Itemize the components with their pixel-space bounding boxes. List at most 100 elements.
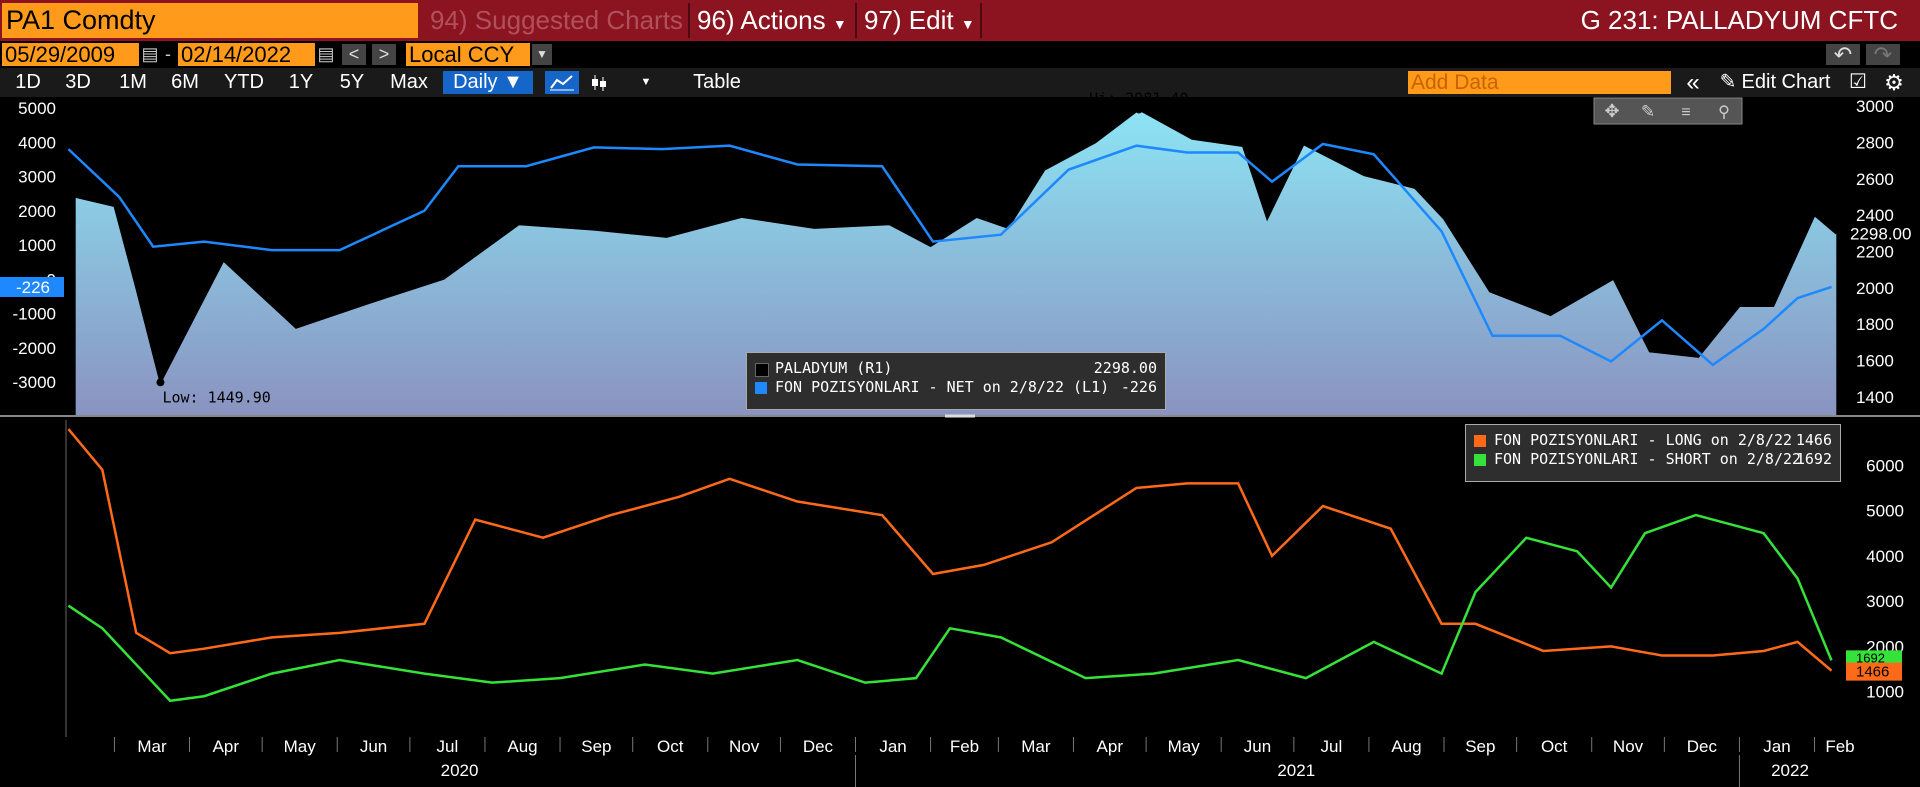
legend-swatch [755,382,767,394]
price-area [75,109,1837,415]
legend-row-short: FON POZISYONLARI - SHORT on 2/8/22 1692 [1466,450,1840,469]
undo-icon[interactable]: ↶ [1826,44,1860,66]
period-max-button[interactable]: Max [390,71,428,93]
month-label: Oct [657,737,684,756]
actions-menu[interactable]: 96) Actions ▼ [697,3,847,38]
month-label: Dec [803,737,834,756]
dropdown-icon[interactable]: ▼ [640,76,652,88]
right-tick-label: 1400 [1856,388,1894,407]
period-3d-button[interactable]: 3D [65,71,91,93]
chart-tools-bg [1593,97,1743,125]
left-tick-label: 3000 [18,168,56,187]
dropdown-icon: ▼ [503,71,523,93]
month-label: Jan [879,737,906,756]
top-toolbar: PA1 Comdty 94) Suggested Charts 96) Acti… [0,0,1920,41]
long-value-badge [1846,662,1902,681]
right-tick-label: 3000 [1856,97,1894,116]
chevron-double-left-icon[interactable]: « [1686,69,1700,96]
left-tick-label: 4000 [18,133,56,152]
edit-label: 97) Edit [864,5,954,35]
pencil-icon: ✎ [1719,71,1737,93]
start-date-field[interactable]: 05/29/2009 [2,43,139,66]
right-tick-label: 2200 [1856,242,1894,261]
dropdown-icon[interactable]: ▼ [532,44,552,65]
high-marker [1134,105,1143,114]
period-1y-button[interactable]: 1Y [288,71,314,93]
upper-legend[interactable]: PALADYUM (R1) 2298.00 FON POZISYONLARI -… [746,352,1166,410]
low-annotation: Low: 1449.90 [162,388,270,406]
suggested-charts-menu[interactable]: 94) Suggested Charts [430,5,683,35]
end-date-field[interactable]: 02/14/2022 [178,43,315,66]
calendar-icon[interactable]: ▤ [317,44,335,65]
arrow-left-icon[interactable]: < [342,44,366,65]
legend-label: FON POZISYONLARI - SHORT on 2/8/22 [1494,450,1802,468]
short-badge-label: 1692 [1856,650,1885,665]
frequency-select[interactable]: Daily ▼ [443,71,533,94]
edit-menu[interactable]: 97) Edit ▼ [864,3,975,38]
currency-select[interactable]: Local CCY [406,43,530,66]
edit-check-icon[interactable]: ☑ [1849,71,1867,93]
edit-chart-button[interactable]: Edit Chart [1741,71,1831,93]
left-tick-label: 1000 [18,236,56,255]
month-label: Jul [1321,737,1343,756]
menu-divider [855,3,857,38]
month-label: Nov [729,737,760,756]
left-tick-label: -2000 [13,339,56,358]
arrow-right-icon[interactable]: > [372,44,396,65]
candle-chart-icon[interactable] [585,71,613,94]
legend-swatch [1474,454,1486,466]
period-5y-button[interactable]: 5Y [339,71,365,93]
month-label: Apr [213,737,240,756]
gear-icon[interactable]: ⚙ [1884,70,1904,95]
crosshair-icon[interactable]: ✥ [1604,101,1619,121]
annotate-icon[interactable]: ✎ [1641,102,1655,121]
month-label: Nov [1613,737,1644,756]
legend-label: PALADYUM (R1) [775,359,893,377]
lower-tick-label: 4000 [1866,547,1904,566]
low-marker [156,378,165,387]
lower-legend[interactable]: FON POZISYONLARI - LONG on 2/8/22 1466 F… [1465,424,1841,482]
lower-tick-label: 1000 [1866,683,1904,702]
period-ytd-button[interactable]: YTD [224,71,264,93]
year-label: 2022 [1771,761,1809,780]
left-axis-strip [0,97,66,415]
left-tick-label: 5000 [18,99,56,118]
period-1m-button[interactable]: 1M [119,71,147,93]
line-chart-icon[interactable] [545,71,579,94]
calendar-icon[interactable]: ▤ [141,44,159,65]
menu-divider [980,3,982,38]
dropdown-icon: ▼ [832,16,847,32]
period-toolbar: 1D 3D 1M 6M YTD 1Y 5Y Max Daily ▼ ▼ Tabl… [0,68,1920,97]
x-axis: Mar Apr May Jun Jul Aug Sep Oct Nov Dec Jan Feb Mar A… [0,737,1920,787]
year-label: 2021 [1277,761,1315,780]
notes-icon[interactable]: ≡ [1681,104,1690,121]
redo-icon[interactable]: ↷ [1866,44,1900,66]
month-label: May [1168,737,1201,756]
add-data-input[interactable]: Add Data [1408,71,1671,94]
long-badge-label: 1466 [1856,664,1889,681]
right-tick-label: 2600 [1856,170,1894,189]
frequency-label: Daily [453,71,498,93]
month-label: Sep [1465,737,1495,756]
month-label: Jan [1763,737,1790,756]
net-value-badge [0,276,64,297]
net-badge-label: -226 [16,278,50,297]
chart-tools: ✥ ✎ ≡ ⚲ [1593,97,1743,125]
ticker-field[interactable]: PA1 Comdty [2,3,418,38]
page-title: G 231: PALLADYUM CFTC [1580,5,1898,35]
right-tick-label: 2800 [1856,133,1894,152]
short-value-badge [1846,650,1902,665]
high-annotation: Hi: 2981.40 [1089,89,1188,107]
month-label: Sep [581,737,611,756]
left-tick-label: -3000 [13,373,56,392]
legend-value: 1692 [1795,450,1832,468]
legend-row-long: FON POZISYONLARI - LONG on 2/8/22 1466 [1466,431,1840,450]
table-button[interactable]: Table [693,71,741,93]
period-6m-button[interactable]: 6M [171,71,199,93]
zoom-icon[interactable]: ⚲ [1718,104,1730,121]
period-1d-button[interactable]: 1D [15,71,41,93]
month-label: Jun [1244,737,1271,756]
left-tick-label: 2000 [18,202,56,221]
legend-value: 1466 [1795,431,1832,449]
